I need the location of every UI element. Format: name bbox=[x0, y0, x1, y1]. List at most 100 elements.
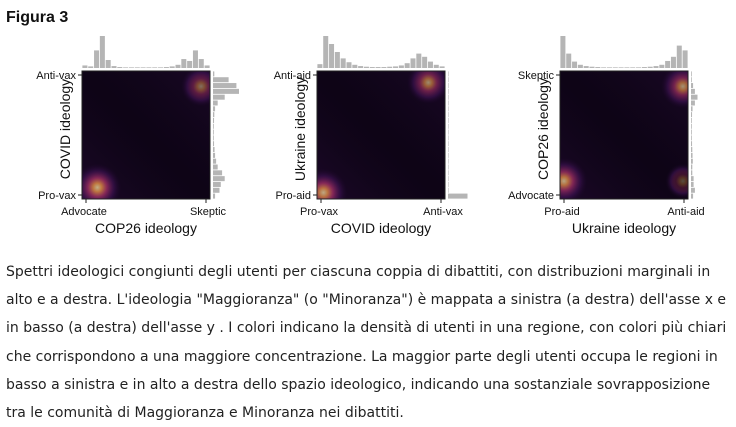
x-tick-label: Pro-aid bbox=[544, 206, 579, 218]
marginal-right-bar bbox=[213, 117, 215, 123]
marginal-top-bar bbox=[146, 67, 152, 68]
y-tick-label: Anti-vax bbox=[36, 70, 76, 82]
y-axis-label: COVID ideology bbox=[57, 79, 73, 179]
marginal-top-bar bbox=[659, 64, 665, 68]
marginal-top-bar bbox=[589, 66, 595, 68]
marginal-top-bar bbox=[630, 67, 636, 68]
marginal-right-bar bbox=[213, 141, 215, 147]
marginal-right-bar bbox=[448, 164, 449, 170]
marginal-top-bar bbox=[427, 61, 433, 68]
marginal-right-bar bbox=[448, 112, 449, 118]
marginal-top-bar bbox=[128, 67, 134, 68]
marginal-right-bar bbox=[448, 147, 449, 153]
caption-line: basso a sinistra e in alto a destra dell… bbox=[6, 376, 711, 393]
marginal-right-bar bbox=[213, 187, 220, 193]
marginal-top-bar bbox=[624, 67, 630, 68]
marginal-top-bar bbox=[175, 64, 181, 68]
x-tick-label: Anti-aid bbox=[667, 206, 704, 218]
marginal-top-bar bbox=[152, 67, 158, 68]
marginal-right-bar bbox=[213, 88, 239, 94]
marginal-right-bar bbox=[448, 77, 449, 83]
marginal-right-bar bbox=[448, 117, 449, 123]
marginal-top-bar bbox=[329, 44, 335, 68]
marginal-top-bar bbox=[187, 60, 193, 68]
marginal-right-bar bbox=[213, 193, 216, 199]
marginal-top-bar bbox=[163, 67, 169, 68]
marginal-top-bar bbox=[323, 36, 329, 68]
x-axis-label: COVID ideology bbox=[331, 220, 431, 236]
marginal-right-bar bbox=[691, 123, 692, 129]
marginal-top-bar bbox=[340, 58, 346, 68]
marginal-right-bar bbox=[691, 83, 694, 89]
marginal-right-bar bbox=[691, 71, 692, 77]
marginal-top-bar bbox=[99, 36, 105, 68]
marginal-top-bar bbox=[647, 66, 653, 68]
caption-line: tra le comunità di Maggioranza e Minoran… bbox=[6, 405, 404, 422]
marginal-top-bar bbox=[117, 67, 123, 68]
marginal-top-bar bbox=[653, 66, 659, 68]
marginal-right-bar bbox=[213, 135, 214, 141]
marginal-right-bar bbox=[213, 94, 225, 100]
marginal-right-bar bbox=[448, 71, 449, 77]
marginal-right-bar bbox=[448, 106, 449, 112]
marginal-top-bar bbox=[393, 66, 399, 68]
plot-frame bbox=[559, 70, 689, 200]
marginal-top-bar bbox=[618, 67, 624, 68]
marginal-top-bar bbox=[606, 67, 612, 68]
y-axis-label: Ukraine ideology bbox=[292, 77, 308, 181]
marginal-top-bar bbox=[665, 60, 671, 68]
marginal-right-bar bbox=[448, 100, 449, 106]
marginal-right-bar bbox=[691, 158, 693, 164]
marginal-top-bar bbox=[577, 64, 583, 68]
marginal-top-bar bbox=[676, 45, 682, 68]
caption-line: alto e a destra. L'ideologia "Maggioranz… bbox=[6, 292, 727, 309]
x-tick-label: Advocate bbox=[61, 206, 107, 218]
marginal-right-bar bbox=[691, 170, 693, 176]
marginal-right-bar bbox=[448, 187, 449, 193]
marginal-top-bar bbox=[566, 53, 572, 68]
marginal-right-bar bbox=[448, 88, 449, 94]
marginal-right-bar bbox=[213, 100, 218, 106]
marginal-top-bar bbox=[204, 65, 210, 68]
marginal-right-bar bbox=[448, 181, 449, 187]
x-axis-label: Ukraine ideology bbox=[572, 220, 676, 236]
marginal-top-bar bbox=[134, 67, 140, 68]
marginal-right-bar bbox=[213, 106, 216, 112]
marginal-top-bar bbox=[404, 63, 410, 68]
marginal-top-bar bbox=[601, 67, 607, 68]
marginal-top-bar bbox=[88, 66, 94, 68]
marginal-right-bar bbox=[213, 129, 214, 135]
marginal-top-bar bbox=[612, 67, 618, 68]
marginal-top-bar bbox=[352, 64, 358, 68]
marginal-right-bar bbox=[448, 123, 449, 129]
marginal-right-bar bbox=[448, 94, 449, 100]
y-tick-label: Anti-aid bbox=[274, 70, 311, 82]
marginal-top-bar bbox=[140, 67, 146, 68]
marginal-top-bar bbox=[433, 64, 439, 68]
marginal-top-bar bbox=[94, 50, 100, 68]
heatmap-panel-2: Anti-aid Pro-aid Pro-vax Anti-vax COVID ideo… bbox=[274, 36, 468, 236]
marginal-right-bar bbox=[213, 152, 216, 158]
marginal-right-bar bbox=[691, 94, 698, 100]
marginal-top-bar bbox=[375, 67, 381, 68]
marginal-top-bar bbox=[560, 36, 566, 68]
x-tick-label: Pro-vax bbox=[300, 206, 338, 218]
marginal-top-bar bbox=[82, 65, 88, 68]
marginal-top-bar bbox=[369, 67, 375, 68]
marginal-right-bar bbox=[213, 164, 218, 170]
marginal-top-bar bbox=[158, 67, 164, 68]
y-tick-label: Pro-vax bbox=[38, 190, 76, 202]
y-axis-label: COP26 ideology bbox=[535, 78, 551, 180]
marginal-right-bar bbox=[691, 100, 695, 106]
marginal-top-bar bbox=[363, 66, 369, 68]
marginal-right-bar bbox=[691, 88, 695, 94]
marginal-right-bar bbox=[691, 135, 692, 141]
marginal-right-bar bbox=[691, 193, 694, 199]
heatmap-panel-1: Anti-vax Pro-vax Advocate Skeptic COP26 ideo… bbox=[36, 36, 239, 236]
caption-line: Spettri ideologici congiunti degli utent… bbox=[6, 264, 711, 280]
marginal-top-bar bbox=[192, 50, 198, 68]
marginal-right-bar bbox=[448, 176, 449, 182]
marginal-right-bar bbox=[448, 141, 449, 147]
marginal-right-bar bbox=[691, 112, 693, 118]
